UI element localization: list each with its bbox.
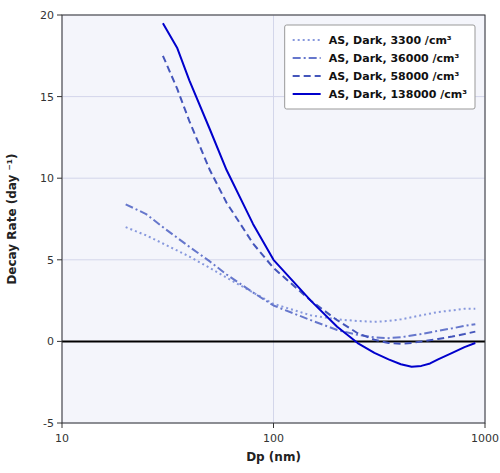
legend-swatch [293,57,321,59]
x-axis-label: Dp (nm) [246,450,301,464]
legend-box [285,25,475,109]
y-tick-label: -5 [43,417,54,430]
x-tick-label: 100 [263,432,284,445]
y-tick-label: 10 [40,172,54,185]
plot-area [62,15,485,423]
x-tick [62,423,63,428]
legend-swatch [293,39,321,41]
legend-swatch [293,93,321,95]
grid [62,15,485,423]
x-tick-label: 1000 [471,432,499,445]
y-tick-label: 5 [47,254,54,267]
series-lines [126,23,476,367]
series-line [126,204,476,338]
legend-label: AS, Dark, 36000 /cm³ [329,52,460,65]
axes: 10 100 1000 -5 0 5 10 15 20 [40,9,499,445]
y-tick [57,178,62,179]
y-tick [57,15,62,16]
y-tick-label: 15 [40,91,54,104]
legend-swatch [293,75,321,77]
y-tick-label: 0 [47,335,54,348]
x-tick-label: 10 [55,432,69,445]
legend: AS, Dark, 3300 /cm³ AS, Dark, 36000 /cm³ A… [285,25,475,109]
legend-label: AS, Dark, 138000 /cm³ [329,88,467,101]
plot-frame [62,15,485,423]
x-tick [485,423,486,428]
y-axis-label: Decay Rate (day ⁻¹) [5,153,19,284]
legend-label: AS, Dark, 3300 /cm³ [329,34,452,47]
y-tick-label: 20 [40,9,54,22]
chart: 10 100 1000 -5 0 5 10 15 20 Dp (nm) Decay Rate (da… [0,0,500,473]
x-tick [273,423,274,428]
series-line [163,23,475,367]
y-tick [57,96,62,97]
y-tick [57,259,62,260]
y-grid-line [62,178,485,179]
y-tick [57,341,62,342]
legend-label: AS, Dark, 58000 /cm³ [329,70,460,83]
y-tick [57,423,62,424]
series-line [126,227,476,322]
x-grid-line [273,15,274,423]
